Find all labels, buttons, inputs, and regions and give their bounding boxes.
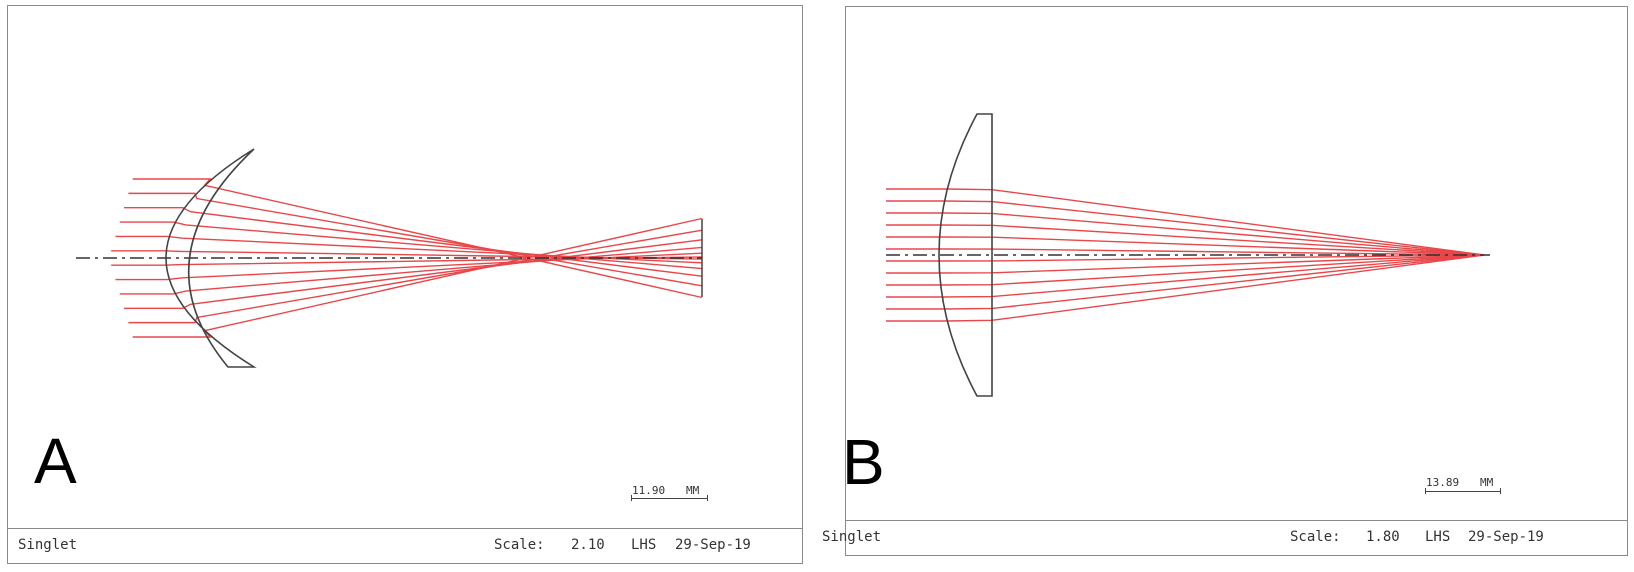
ray-a-1	[128, 192, 703, 287]
ray-b-2	[886, 212, 1485, 256]
footer-scale-value-b: 1.80	[1366, 529, 1400, 545]
layout-panel-a: A 11.90 MM Singlet Scale: 2.10 LHS 29-Se…	[7, 5, 803, 564]
plano-convex-lens-b	[938, 113, 993, 397]
ray-bundle-b	[886, 188, 1485, 322]
ray-a-4	[115, 235, 703, 264]
scalebar-value-b: 13.89	[1426, 476, 1460, 489]
scalebar-unit-b: MM	[1480, 476, 1494, 489]
ray-b-3	[886, 224, 1485, 256]
footer-handedness-b: LHS	[1425, 529, 1451, 545]
ray-a-3	[119, 221, 703, 270]
ray-b-8	[886, 254, 1485, 286]
scalebar-unit-a: MM	[686, 484, 700, 497]
ray-a-2	[124, 207, 703, 277]
ray-a-9	[124, 239, 703, 309]
panel-label-a: A	[34, 425, 77, 497]
ray-b-10	[886, 254, 1485, 310]
scalebar-a	[631, 495, 708, 501]
footer-date-a: 29-Sep-19	[675, 537, 751, 553]
footer-scale-value-a: 2.10	[571, 537, 605, 553]
ray-a-5	[111, 250, 703, 260]
footer-title-a: Singlet	[18, 537, 78, 553]
ray-b-5	[886, 248, 1485, 256]
ray-b-11	[886, 254, 1485, 322]
layout-panel-b: B 13.89 MM Singlet Scale: 1.80 LHS 29-Se…	[822, 6, 1628, 556]
lens-layout-diagram-a	[76, 148, 703, 368]
footer-scale-label-a: Scale:	[494, 537, 545, 553]
footer-a: Singlet Scale: 2.10 LHS 29-Sep-19	[8, 528, 802, 563]
ray-b-1	[886, 200, 1485, 256]
footer-handedness-a: LHS	[631, 537, 657, 553]
ray-b-6	[886, 254, 1485, 262]
ray-a-7	[115, 252, 703, 281]
ray-a-10	[128, 229, 703, 324]
scalebar-b	[1425, 488, 1501, 494]
panel-label-b: B	[842, 426, 885, 498]
ray-b-7	[886, 254, 1485, 274]
ray-b-0	[886, 188, 1485, 256]
meniscus-lens-a	[165, 148, 257, 368]
ray-a-6	[111, 256, 703, 266]
lens-layout-diagram-b	[886, 113, 1490, 397]
scalebar-value-a: 11.90	[632, 484, 666, 497]
footer-date-b: 29-Sep-19	[1468, 529, 1544, 545]
footer-scale-label-b: Scale:	[1290, 529, 1341, 545]
ray-a-8	[119, 246, 703, 295]
ray-bundle-a	[111, 178, 703, 338]
footer-title-b: Singlet	[822, 529, 882, 545]
footer-b: Singlet Scale: 1.80 LHS 29-Sep-19	[822, 520, 1627, 555]
ray-b-4	[886, 236, 1485, 256]
ray-b-9	[886, 254, 1485, 298]
